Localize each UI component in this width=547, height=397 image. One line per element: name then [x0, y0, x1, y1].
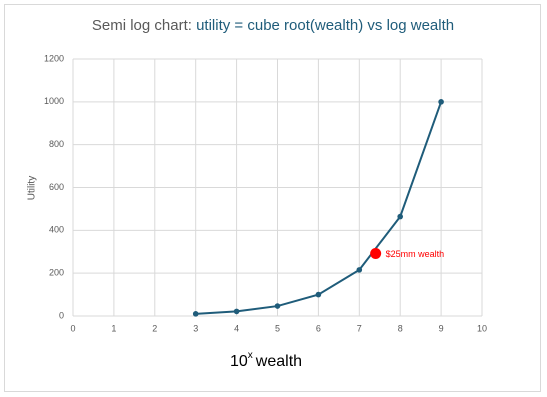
data-point [356, 267, 363, 273]
annotation-point [370, 247, 382, 259]
x-label-base: 10 [230, 353, 248, 370]
title-main: utility = cube root(wealth) vs log wealt… [196, 17, 454, 34]
y-tick-label: 0 [59, 310, 64, 320]
y-tick-label: 400 [49, 225, 64, 235]
y-tick-label: 600 [49, 182, 64, 192]
x-tick-label: 4 [234, 323, 239, 333]
x-tick-label: 2 [152, 323, 157, 333]
data-point [397, 213, 404, 220]
x-tick-label: 6 [316, 323, 321, 333]
data-point [192, 311, 199, 317]
x-tick-label: 8 [398, 323, 403, 333]
y-tick-label: 1200 [44, 53, 64, 63]
data-point [438, 99, 444, 105]
chart-title: Semi log chart: utility = cube root(weal… [92, 17, 454, 34]
x-tick-label: 1 [111, 323, 116, 333]
annotation-label: $25mm wealth [386, 249, 445, 259]
x-tick-label: 9 [439, 323, 444, 333]
x-tick-label: 3 [193, 323, 198, 333]
chart-border [4, 4, 541, 392]
x-label-text: wealth [255, 353, 302, 370]
y-axis-label: Utility [27, 176, 38, 200]
data-point [315, 291, 322, 298]
x-tick-label: 7 [357, 323, 362, 333]
x-label-exponent: x [248, 350, 253, 361]
title-prefix: Semi log chart: [92, 17, 192, 34]
data-point [233, 308, 240, 315]
y-tick-label: 200 [49, 268, 64, 278]
data-point [274, 303, 281, 309]
y-tick-label: 800 [49, 139, 64, 149]
x-tick-label: 0 [70, 323, 75, 333]
y-tick-label: 1000 [44, 96, 64, 106]
x-axis-label: 10x wealth [230, 350, 302, 371]
x-tick-label: 5 [275, 323, 280, 333]
x-tick-label: 10 [477, 323, 487, 333]
